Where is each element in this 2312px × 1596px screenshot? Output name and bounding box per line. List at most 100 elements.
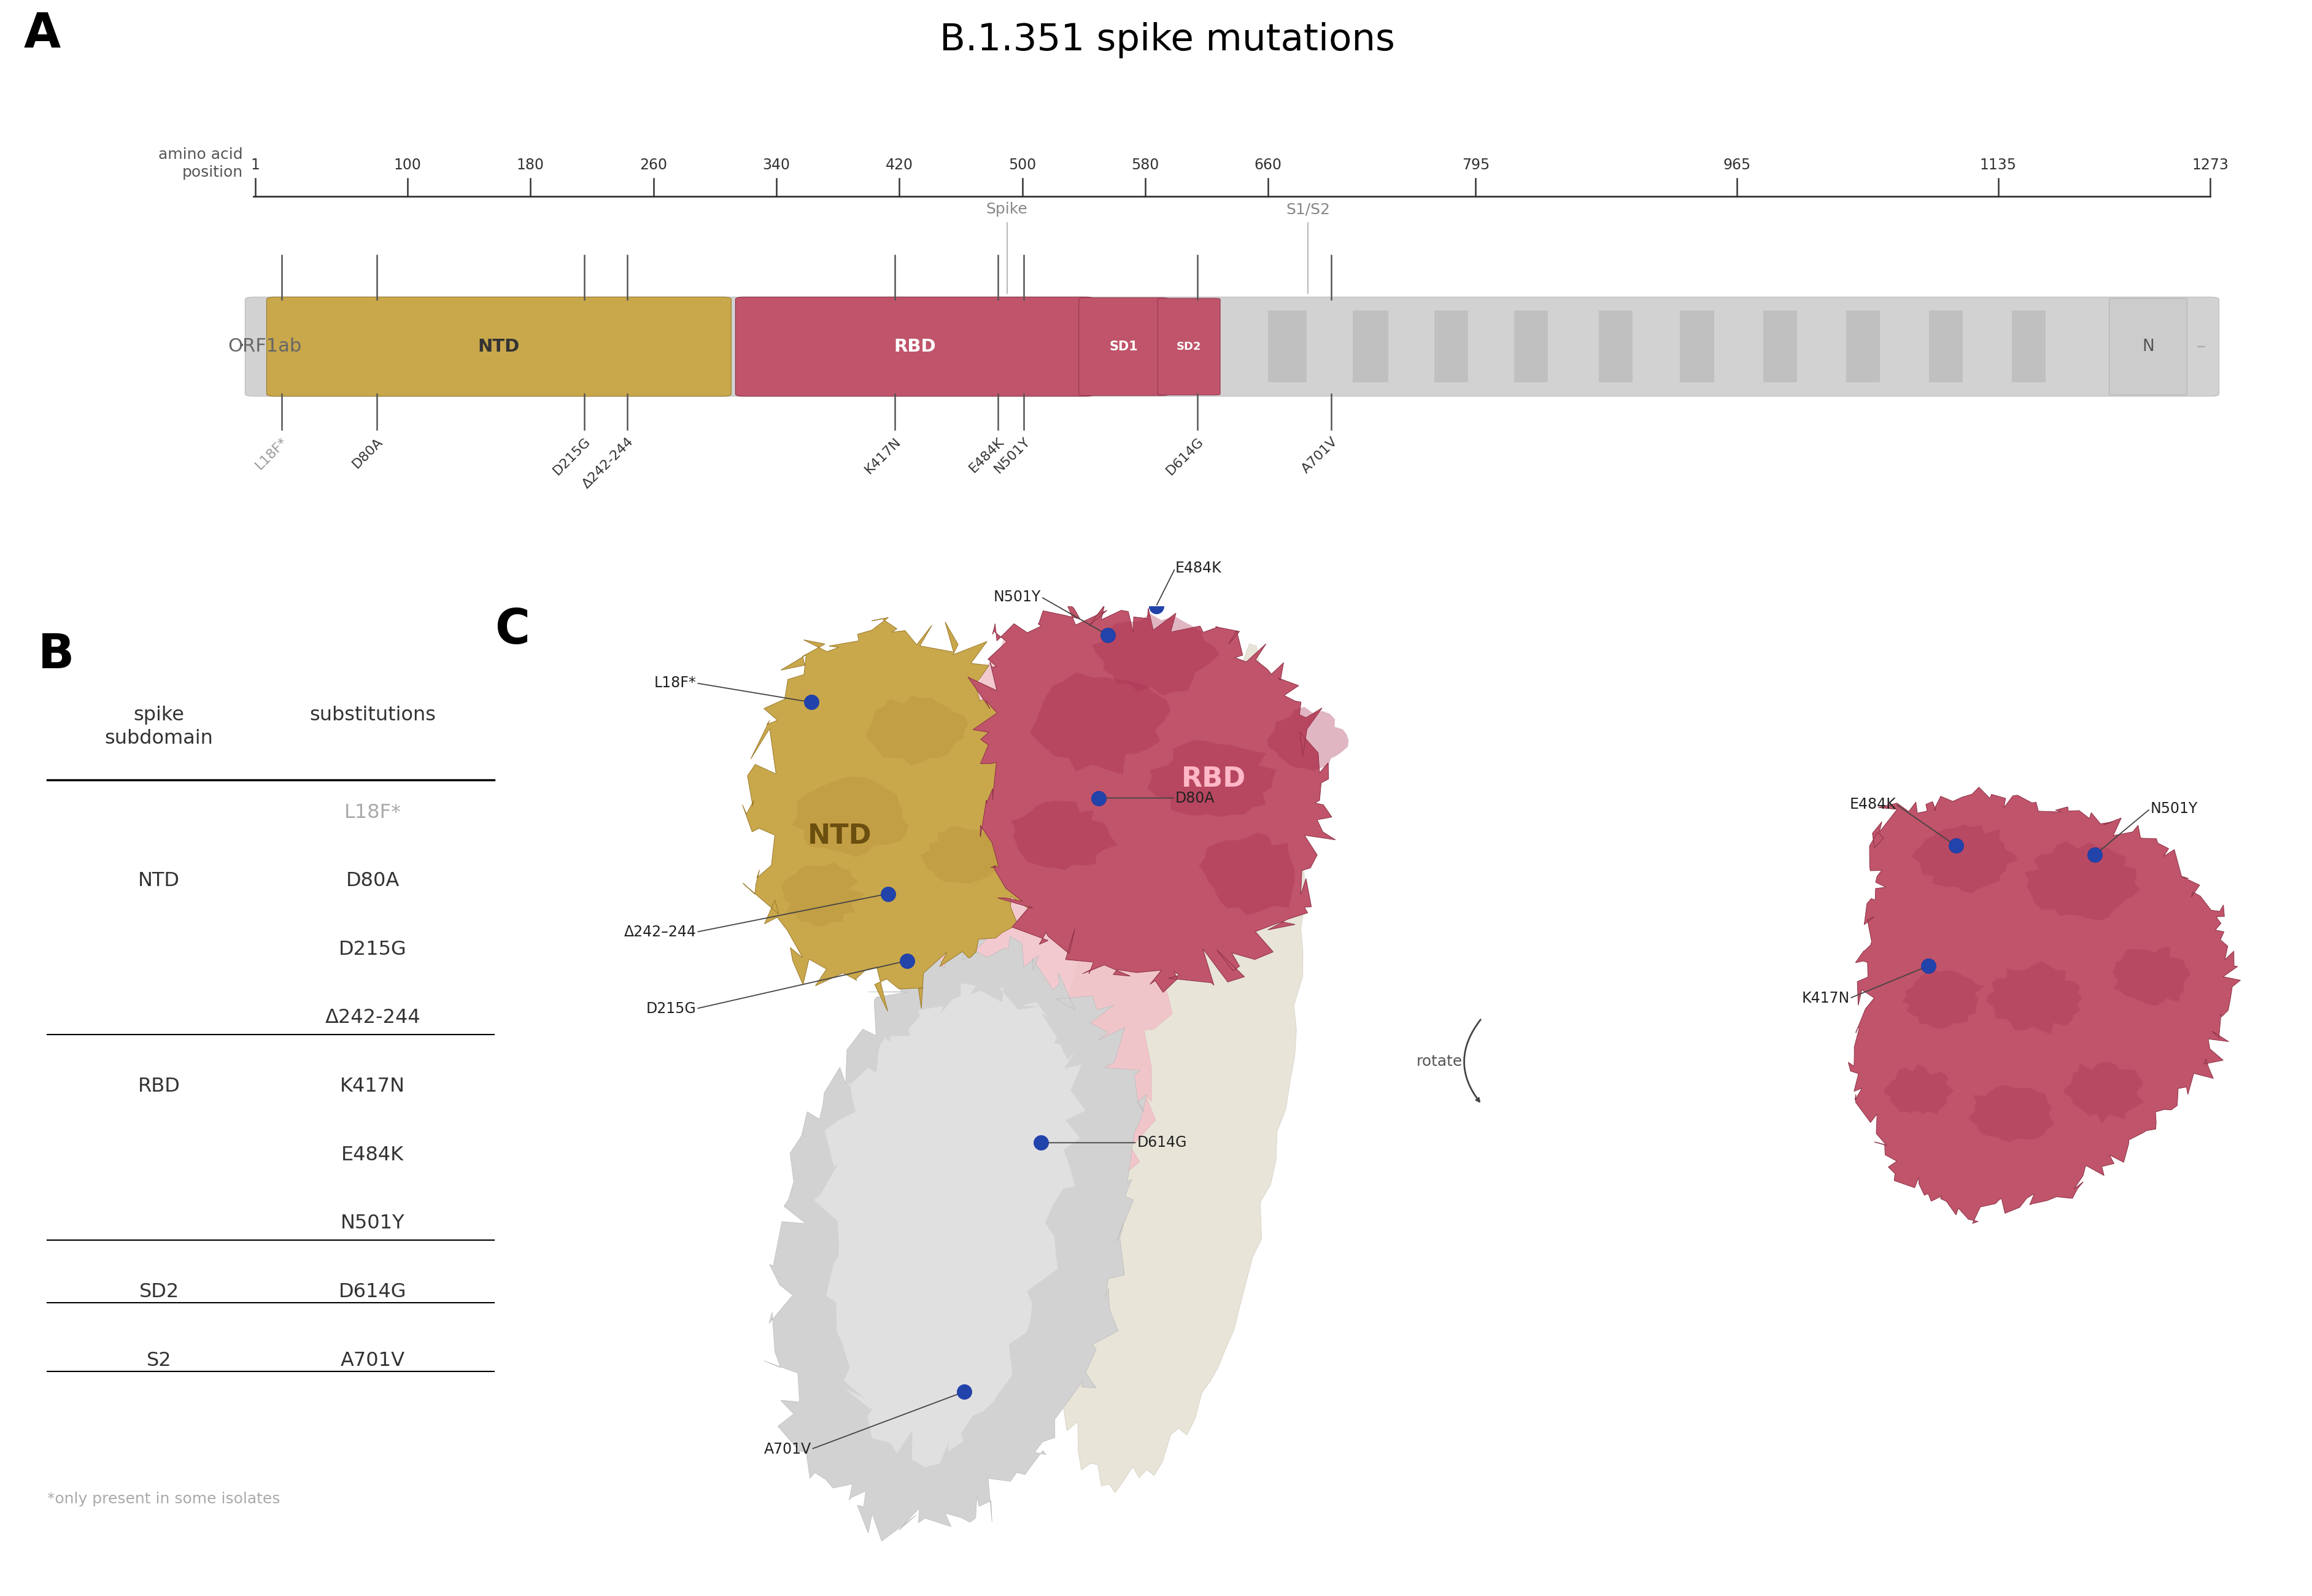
Point: [888, 948, 925, 974]
Text: K417N: K417N: [1801, 991, 1850, 1005]
Polygon shape: [2113, 946, 2189, 1005]
Polygon shape: [1200, 833, 1295, 915]
Text: B: B: [37, 632, 74, 678]
Text: S1/S2: S1/S2: [1285, 203, 1329, 217]
Polygon shape: [867, 696, 969, 766]
Polygon shape: [1884, 1065, 1954, 1114]
Text: –: –: [2189, 338, 2206, 356]
Text: 795: 795: [1461, 158, 1489, 172]
Text: B.1.351 spike mutations: B.1.351 spike mutations: [941, 22, 1394, 57]
Point: [1080, 785, 1117, 811]
Polygon shape: [1912, 825, 2018, 894]
Text: ORF1ab: ORF1ab: [227, 338, 301, 356]
Bar: [1928, 311, 1963, 383]
Text: NTD: NTD: [807, 824, 872, 849]
Text: N501Y: N501Y: [992, 436, 1033, 476]
Text: Spike: Spike: [987, 203, 1027, 217]
Point: [1089, 622, 1126, 648]
Text: D614G: D614G: [340, 1283, 407, 1301]
Text: D215G: D215G: [550, 436, 592, 477]
Text: N501Y: N501Y: [340, 1215, 405, 1234]
Text: N501Y: N501Y: [2150, 801, 2199, 816]
Text: D215G: D215G: [645, 1001, 696, 1017]
Point: [1022, 1130, 1059, 1156]
Bar: [1681, 311, 1713, 383]
Text: L18F*: L18F*: [254, 436, 289, 472]
Bar: [1598, 311, 1632, 383]
Text: rotate: rotate: [1417, 1055, 1463, 1069]
Bar: [1764, 311, 1796, 383]
Polygon shape: [1903, 970, 1984, 1029]
FancyBboxPatch shape: [1080, 297, 1168, 396]
Bar: [1845, 311, 1880, 383]
Text: L18F*: L18F*: [344, 803, 402, 822]
Text: amino acid
position: amino acid position: [160, 147, 243, 180]
Point: [1138, 594, 1174, 619]
Point: [2076, 843, 2113, 868]
Polygon shape: [920, 827, 1006, 884]
Text: 180: 180: [516, 158, 543, 172]
Polygon shape: [1147, 741, 1276, 817]
Text: S2: S2: [146, 1350, 171, 1369]
Text: N: N: [2143, 338, 2155, 354]
Text: 420: 420: [885, 158, 913, 172]
Text: SD2: SD2: [1177, 342, 1202, 353]
Bar: [1433, 311, 1468, 383]
Polygon shape: [1029, 672, 1170, 774]
Text: D614G: D614G: [1138, 1135, 1186, 1151]
Text: A701V: A701V: [340, 1350, 405, 1369]
Text: E484K: E484K: [1174, 560, 1221, 576]
Text: Δ242–244: Δ242–244: [624, 924, 696, 940]
Text: RBD: RBD: [139, 1077, 180, 1096]
Text: K417N: K417N: [862, 436, 904, 476]
Polygon shape: [969, 603, 1336, 993]
Text: NTD: NTD: [139, 871, 180, 891]
Polygon shape: [742, 618, 1057, 1012]
Polygon shape: [814, 983, 1087, 1467]
Text: NTD: NTD: [479, 338, 520, 356]
Text: C: C: [495, 606, 529, 654]
Polygon shape: [763, 932, 1147, 1542]
Point: [793, 689, 830, 715]
Text: ·: ·: [238, 337, 245, 358]
Polygon shape: [2025, 841, 2141, 921]
Text: E484K: E484K: [1850, 796, 1896, 811]
Text: RBD: RBD: [895, 338, 936, 356]
Polygon shape: [1010, 801, 1117, 870]
Text: Δ242-244: Δ242-244: [326, 1009, 421, 1028]
Point: [869, 881, 906, 907]
Text: Δ242-244: Δ242-244: [580, 436, 636, 492]
Text: 100: 100: [393, 158, 421, 172]
Text: D80A: D80A: [1174, 790, 1214, 806]
Text: *only present in some isolates: *only present in some isolates: [46, 1492, 280, 1507]
Polygon shape: [1267, 707, 1348, 771]
Bar: [2011, 311, 2046, 383]
Bar: [1514, 311, 1549, 383]
Text: 580: 580: [1131, 158, 1158, 172]
Text: substitutions: substitutions: [310, 705, 437, 725]
Point: [946, 1379, 983, 1404]
FancyBboxPatch shape: [1158, 298, 1221, 396]
Text: A701V: A701V: [1299, 436, 1341, 476]
Polygon shape: [1986, 961, 2083, 1034]
Text: 1135: 1135: [1979, 158, 2016, 172]
Text: 660: 660: [1255, 158, 1281, 172]
Text: 260: 260: [640, 158, 668, 172]
Text: 965: 965: [1722, 158, 1750, 172]
Polygon shape: [839, 619, 1218, 1495]
Bar: [1269, 311, 1306, 383]
Point: [1937, 833, 1974, 859]
Text: 340: 340: [763, 158, 791, 172]
FancyBboxPatch shape: [266, 297, 731, 396]
Text: D614G: D614G: [1165, 436, 1207, 477]
Polygon shape: [793, 776, 909, 857]
Text: SD2: SD2: [139, 1283, 178, 1301]
Text: D80A: D80A: [347, 871, 400, 891]
FancyBboxPatch shape: [735, 297, 1094, 396]
Text: E484K: E484K: [342, 1146, 405, 1165]
Polygon shape: [1091, 613, 1221, 696]
Text: SD1: SD1: [1110, 340, 1138, 353]
Bar: [1353, 311, 1387, 383]
Polygon shape: [781, 862, 865, 927]
Text: RBD: RBD: [1181, 766, 1246, 792]
